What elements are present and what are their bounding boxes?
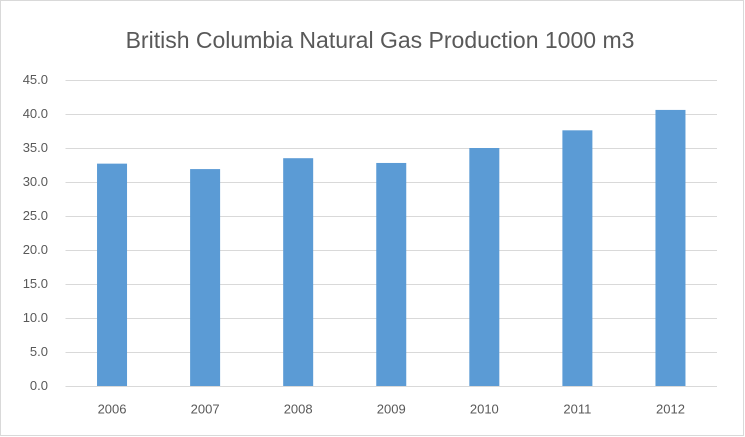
bar bbox=[283, 158, 314, 386]
y-tick-label: 20.0 bbox=[23, 242, 48, 257]
x-tick-label: 2007 bbox=[191, 401, 220, 416]
bar bbox=[469, 148, 500, 386]
y-tick-label: 5.0 bbox=[30, 344, 48, 359]
x-tick-label: 2010 bbox=[470, 401, 499, 416]
bar bbox=[655, 109, 686, 387]
y-tick-label: 10.0 bbox=[23, 310, 48, 325]
y-tick-label: 25.0 bbox=[23, 208, 48, 223]
y-tick-label: 45.0 bbox=[23, 72, 48, 87]
x-tick-label: 2009 bbox=[377, 401, 406, 416]
chart-title: British Columbia Natural Gas Production … bbox=[126, 27, 635, 53]
x-tick-label: 2012 bbox=[656, 401, 685, 416]
bar bbox=[190, 169, 221, 386]
y-tick-label: 0.0 bbox=[30, 378, 48, 393]
x-tick-label: 2006 bbox=[98, 401, 127, 416]
x-tick-label: 2008 bbox=[284, 401, 313, 416]
bar bbox=[376, 162, 407, 386]
bar bbox=[97, 163, 128, 386]
bar bbox=[562, 130, 593, 386]
y-tick-label: 30.0 bbox=[23, 174, 48, 189]
y-tick-label: 35.0 bbox=[23, 140, 48, 155]
y-tick-label: 15.0 bbox=[23, 276, 48, 291]
y-tick-label: 40.0 bbox=[23, 106, 48, 121]
x-tick-label: 2011 bbox=[563, 401, 591, 416]
